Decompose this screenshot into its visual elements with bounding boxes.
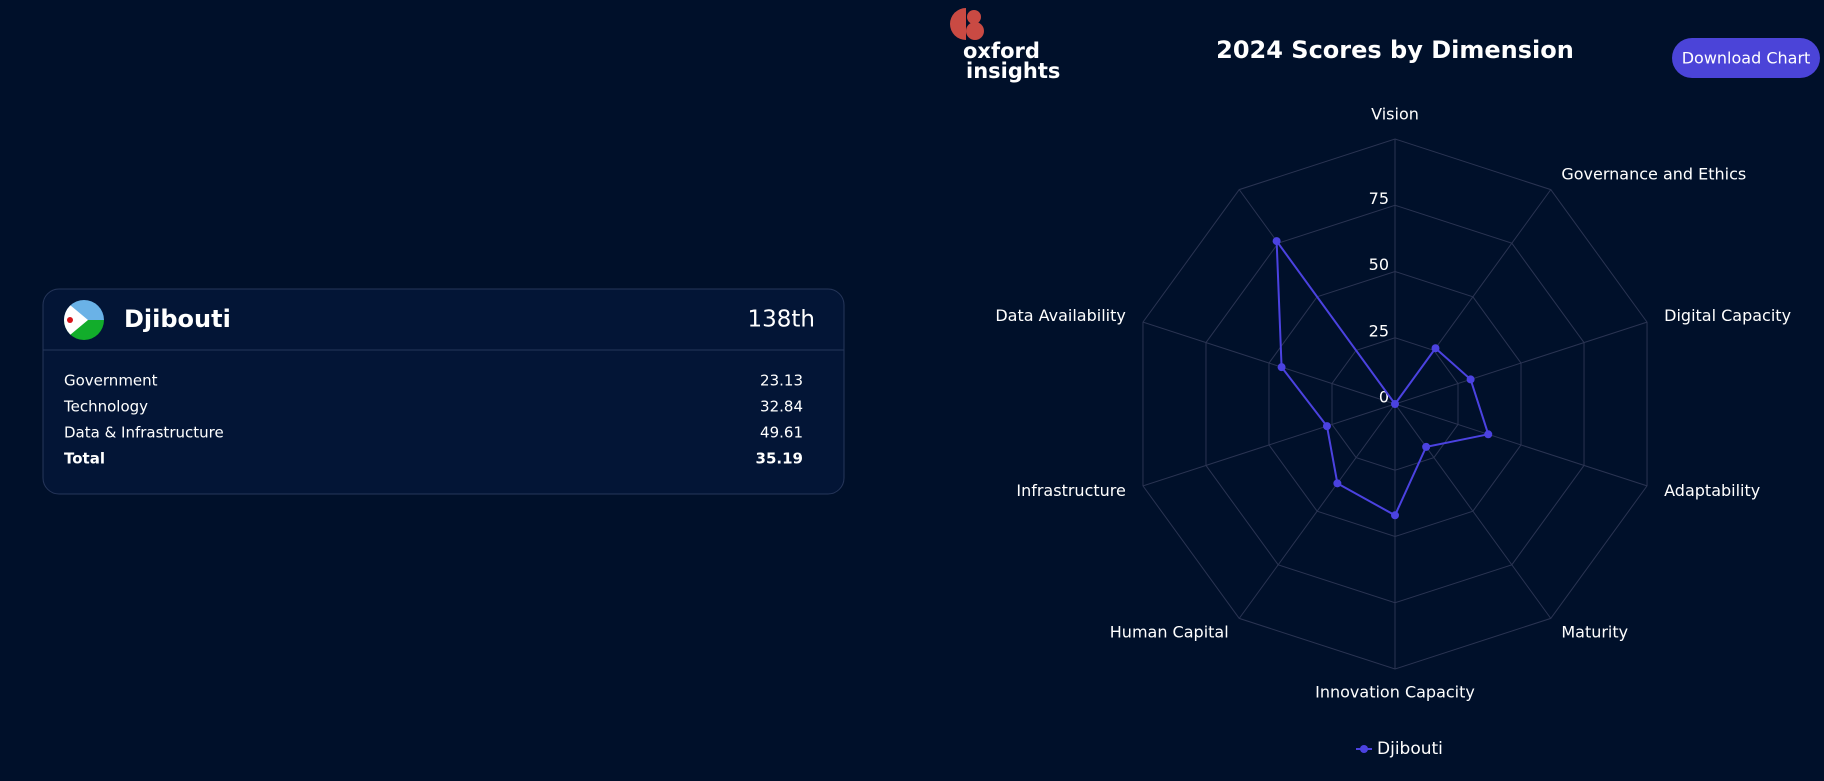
row-label: Technology [63,398,148,416]
category-label: Vision [1371,105,1419,124]
logo-text: insights [966,59,1060,83]
spoke [1238,403,1396,619]
row-label: Total [64,450,105,468]
category-label: Digital Capacity [1664,306,1791,325]
category-label: Adaptability [1664,481,1760,500]
data-point [1322,422,1331,431]
r-tick-label: 25 [1369,321,1389,340]
r-tick-label: 75 [1369,189,1389,208]
category-label: Governance and Ethics [1561,165,1746,184]
data-point [1422,442,1431,451]
logo-dot [966,22,984,40]
spoke [1142,321,1396,405]
data-point [1272,237,1281,246]
legend-swatch [1360,745,1368,753]
country-rank: 138th [748,307,816,333]
chart-title: 2024 Scores by Dimension [1216,36,1574,64]
r-tick-label: 50 [1369,255,1389,274]
logo: oxford insights [950,8,1060,83]
data-point [1391,511,1399,520]
spoke [1394,403,1648,487]
row-label: Data & Infrastructure [64,424,224,442]
flag [64,300,104,340]
row-value: 35.19 [756,450,803,468]
category-label: Human Capital [1110,622,1229,641]
row-value: 32.84 [760,398,803,416]
card-bg [42,288,845,495]
country-card: Djibouti 138th [42,288,845,495]
data-point [1466,375,1475,384]
data-point [1484,430,1493,439]
button-bg[interactable] [1672,38,1820,78]
logo-text: oxford [963,39,1040,63]
row-label: Government [64,372,158,390]
data-point [1333,479,1342,488]
data-point [1277,363,1286,372]
download-button[interactable]: Download Chart [1672,38,1820,78]
logo-mark [950,8,966,40]
legend-label: Djibouti [1377,739,1443,759]
category-label: Infrastructure [1016,481,1125,500]
spoke [1394,321,1648,405]
category-label: Innovation Capacity [1315,683,1475,702]
spoke [1394,403,1552,619]
spoke [1142,403,1396,487]
row-value: 49.61 [760,424,803,442]
logo-dot [967,10,981,24]
country-name: Djibouti [124,305,231,333]
r-tick-label: 0 [1379,388,1389,407]
row-value: 23.13 [760,372,803,390]
button-label[interactable]: Download Chart [1682,49,1811,68]
category-label: Maturity [1561,622,1628,641]
data-point [1391,400,1399,408]
data-point [1431,344,1440,353]
category-label: Data Availability [995,306,1126,325]
